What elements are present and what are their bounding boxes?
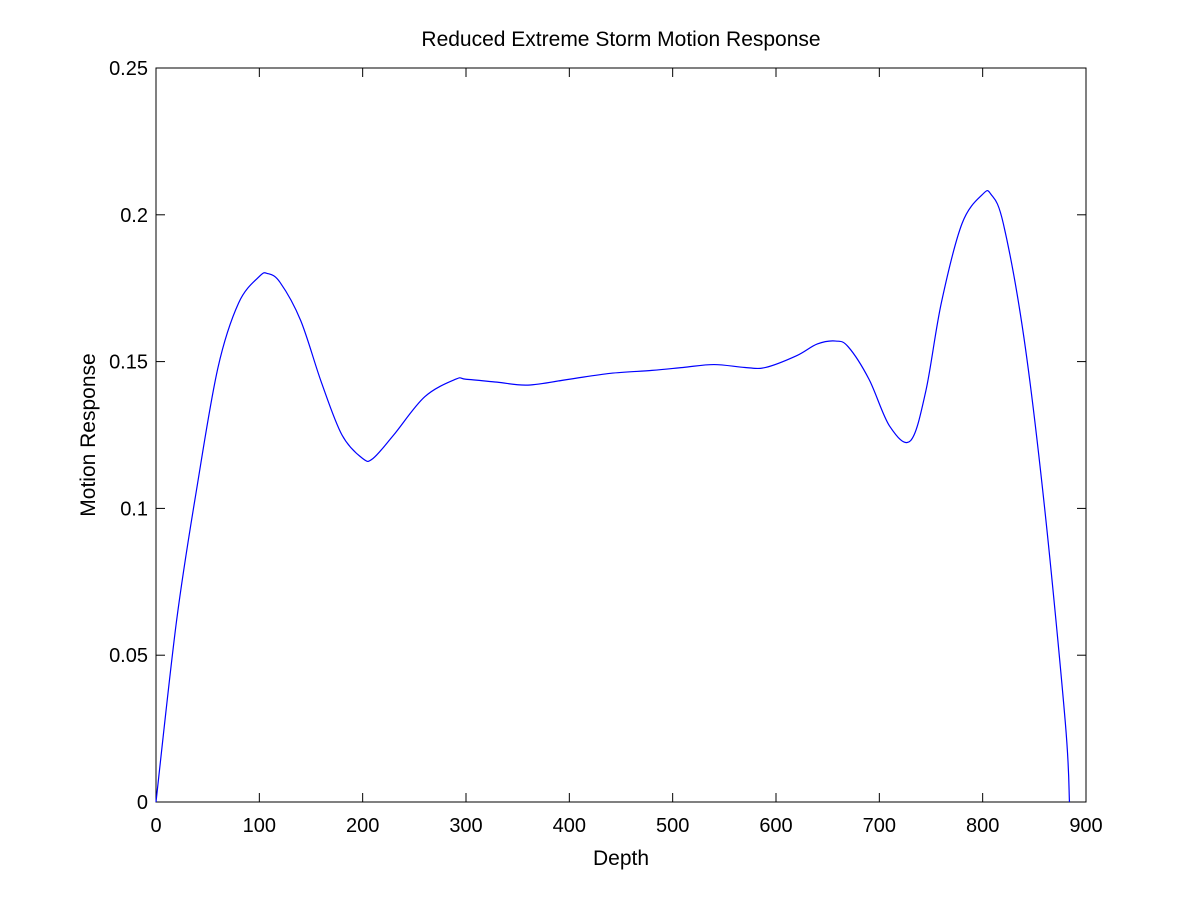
x-tick-label: 200	[346, 815, 379, 837]
plot-area-frame	[155, 67, 1087, 803]
y-tick-label: 0.25	[109, 58, 148, 80]
tick-labels: 0 100 200 300 400 500 600 700 800 900 0 0.05 0.1 0.15…	[109, 58, 1103, 837]
x-tick-label: 900	[1069, 815, 1102, 837]
y-tick-label: 0.1	[120, 498, 148, 520]
x-tick-label: 500	[656, 815, 689, 837]
chart-title: Reduced Extreme Storm Motion Response	[421, 28, 820, 51]
x-tick-label: 600	[759, 815, 792, 837]
x-tick-label: 800	[966, 815, 999, 837]
series-line	[155, 189, 1071, 803]
x-tick-label: 100	[243, 815, 276, 837]
x-tick-label: 300	[449, 815, 482, 837]
x-tick-label: 0	[150, 815, 161, 837]
x-tick-label: 700	[863, 815, 896, 837]
y-axis-title: Motion Response	[77, 353, 100, 516]
x-tick-label: 400	[553, 815, 586, 837]
y-tick-label: 0.05	[109, 645, 148, 667]
y-tick-label: 0.15	[109, 352, 148, 374]
x-axis-title: Depth	[593, 847, 649, 870]
y-tick-label: 0	[137, 792, 148, 814]
tick-marks	[155, 67, 1087, 803]
y-tick-label: 0.2	[120, 205, 148, 227]
series-lines	[155, 189, 1071, 803]
